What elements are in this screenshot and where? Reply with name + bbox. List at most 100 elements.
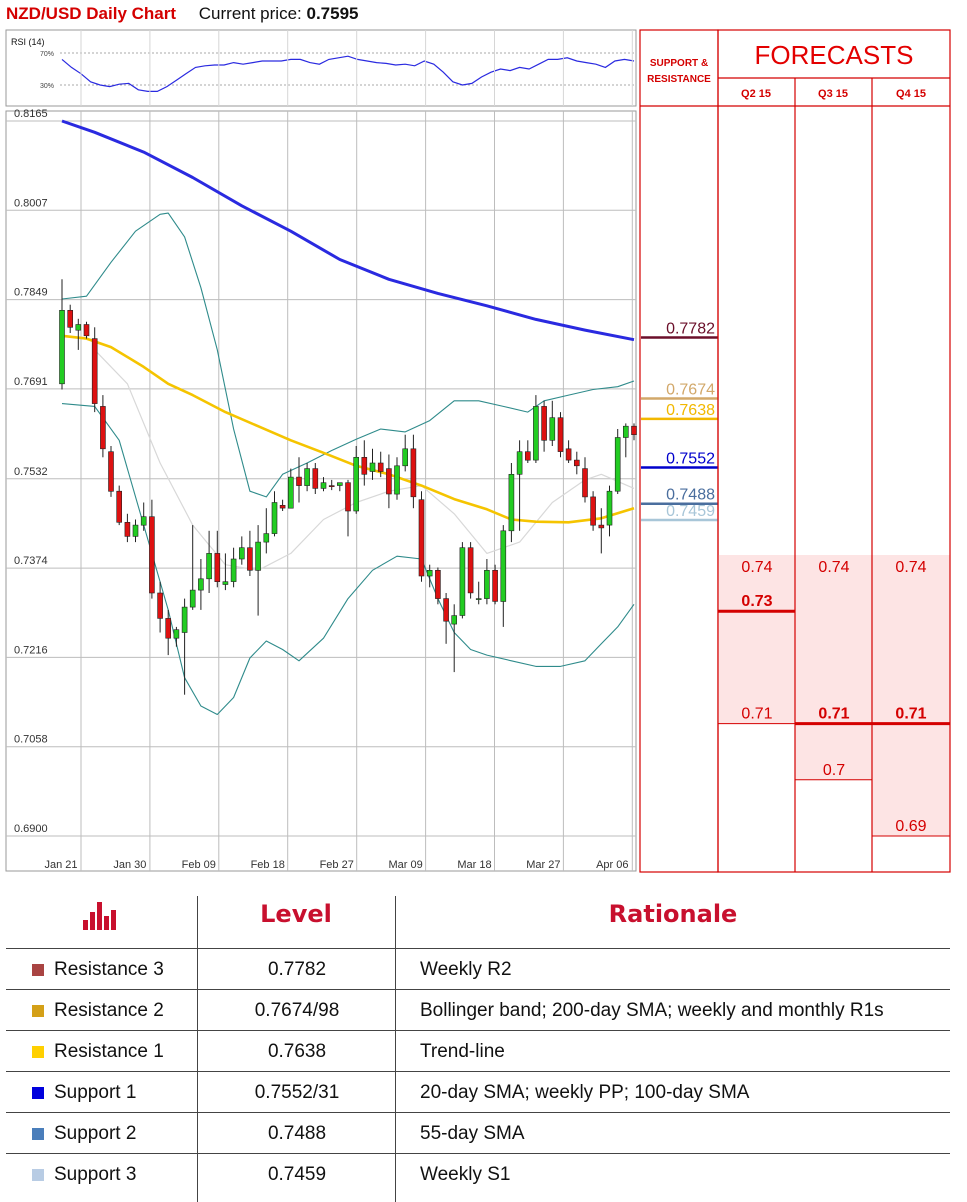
row-level-value: 0.7552/31 [254, 1081, 340, 1103]
candle [459, 542, 466, 619]
candle [263, 508, 270, 554]
candle-body [418, 499, 425, 577]
candle-body [124, 521, 131, 537]
candle [124, 513, 131, 543]
x-tick-label: Mar 18 [457, 859, 491, 871]
row-level-value: 0.7674/98 [254, 999, 340, 1021]
candle [173, 626, 180, 647]
candle-body [328, 485, 335, 488]
candle-body [100, 406, 106, 450]
candle-body [475, 598, 482, 600]
y-tick-label: 0.7374 [14, 555, 48, 567]
candle [189, 525, 196, 610]
candle [590, 491, 596, 531]
candle [320, 477, 327, 492]
candle-body [296, 476, 302, 486]
candle-body [426, 569, 433, 577]
y-tick-label: 0.7532 [14, 466, 48, 478]
forecast-col-q2: Q2 15 [741, 88, 771, 100]
level-color-swatch [32, 1168, 44, 1181]
candle [149, 499, 155, 599]
chart-grid [6, 30, 636, 871]
y-tick-label: 0.6900 [14, 823, 48, 835]
candle-body [214, 553, 221, 583]
candle [345, 479, 351, 537]
forecast-min-value: 0.7 [823, 762, 845, 779]
x-tick-label: Jan 21 [44, 859, 77, 871]
candle [157, 581, 163, 633]
candle [132, 519, 139, 543]
table-row: Resistance 1 0.7638 Trend-line [6, 1030, 950, 1071]
main-chart-frame [5, 110, 637, 872]
rsi-panel: RSI (14) 70% 30% [5, 29, 637, 107]
table-header-rationale: Rationale [608, 900, 738, 928]
candle-body [361, 456, 368, 475]
candle [451, 604, 458, 673]
candle-body [189, 589, 196, 608]
level-name-text: Support 1 [54, 1081, 137, 1103]
candle-body [230, 558, 237, 582]
candle-body [116, 490, 122, 523]
candle-body [582, 468, 588, 498]
sr-header-line1: SUPPORT & [650, 58, 708, 69]
candle-body [410, 448, 417, 498]
candle [100, 395, 106, 458]
forecast-frame [717, 29, 951, 873]
x-tick-label: Mar 09 [388, 859, 422, 871]
candle [165, 609, 171, 656]
row-level-name: Support 1 [32, 1072, 136, 1113]
candle [198, 559, 204, 610]
candle-body [108, 451, 114, 492]
candle [631, 423, 637, 441]
table-row: Resistance 3 0.7782 Weekly R2 [6, 948, 950, 989]
row-level-name: Resistance 1 [32, 1031, 164, 1072]
candle-body [287, 476, 294, 509]
candle [377, 451, 384, 478]
candle-body [75, 324, 82, 331]
candle-body [386, 468, 392, 495]
rsi-30-label: 30% [40, 83, 54, 90]
candle [541, 400, 547, 452]
candle [312, 463, 319, 494]
candle [116, 485, 122, 526]
sr-level-label: 0.7552 [666, 451, 715, 468]
candle [598, 508, 605, 554]
candle [271, 491, 278, 537]
candle-body [484, 569, 490, 599]
candle-body [524, 451, 531, 461]
candle-body [247, 547, 253, 571]
y-tick-label: 0.7058 [14, 734, 48, 746]
candle [467, 542, 474, 599]
candle [59, 279, 65, 390]
candle-body [369, 462, 376, 472]
candle [181, 598, 188, 695]
candle [75, 318, 82, 350]
candle [287, 468, 294, 509]
y-tick-label: 0.7849 [14, 287, 48, 299]
price-value: 0.7595 [306, 4, 359, 23]
table-row: Support 2 0.7488 55-day SMA [6, 1112, 950, 1153]
row-level-name: Resistance 2 [32, 990, 164, 1031]
candle-body [304, 468, 310, 486]
row-level-name: Support 2 [32, 1113, 136, 1154]
candle-body [557, 417, 564, 452]
table-divider-1 [197, 896, 198, 1202]
table-row: Resistance 2 0.7674/98 Bollinger band; 200… [6, 989, 950, 1030]
candle-body [181, 606, 188, 633]
candle [239, 536, 245, 565]
candle-body [271, 502, 278, 534]
bollinger-lower-line [61, 403, 635, 716]
forecasts-panel: FORECASTS Q2 15 Q3 15 Q4 15 0.74 0.73 0.71… [717, 29, 951, 873]
candle [247, 530, 253, 576]
candle [108, 446, 114, 497]
candle-body [353, 456, 360, 512]
candle-body [165, 618, 171, 639]
candle [328, 479, 335, 491]
row-level-name: Resistance 3 [32, 949, 164, 990]
forecast-band [795, 555, 873, 780]
candle-body [631, 425, 637, 436]
candle-body [222, 581, 229, 585]
candle-body [132, 524, 139, 537]
row-level-name: Support 3 [32, 1154, 136, 1195]
candle [214, 530, 221, 588]
